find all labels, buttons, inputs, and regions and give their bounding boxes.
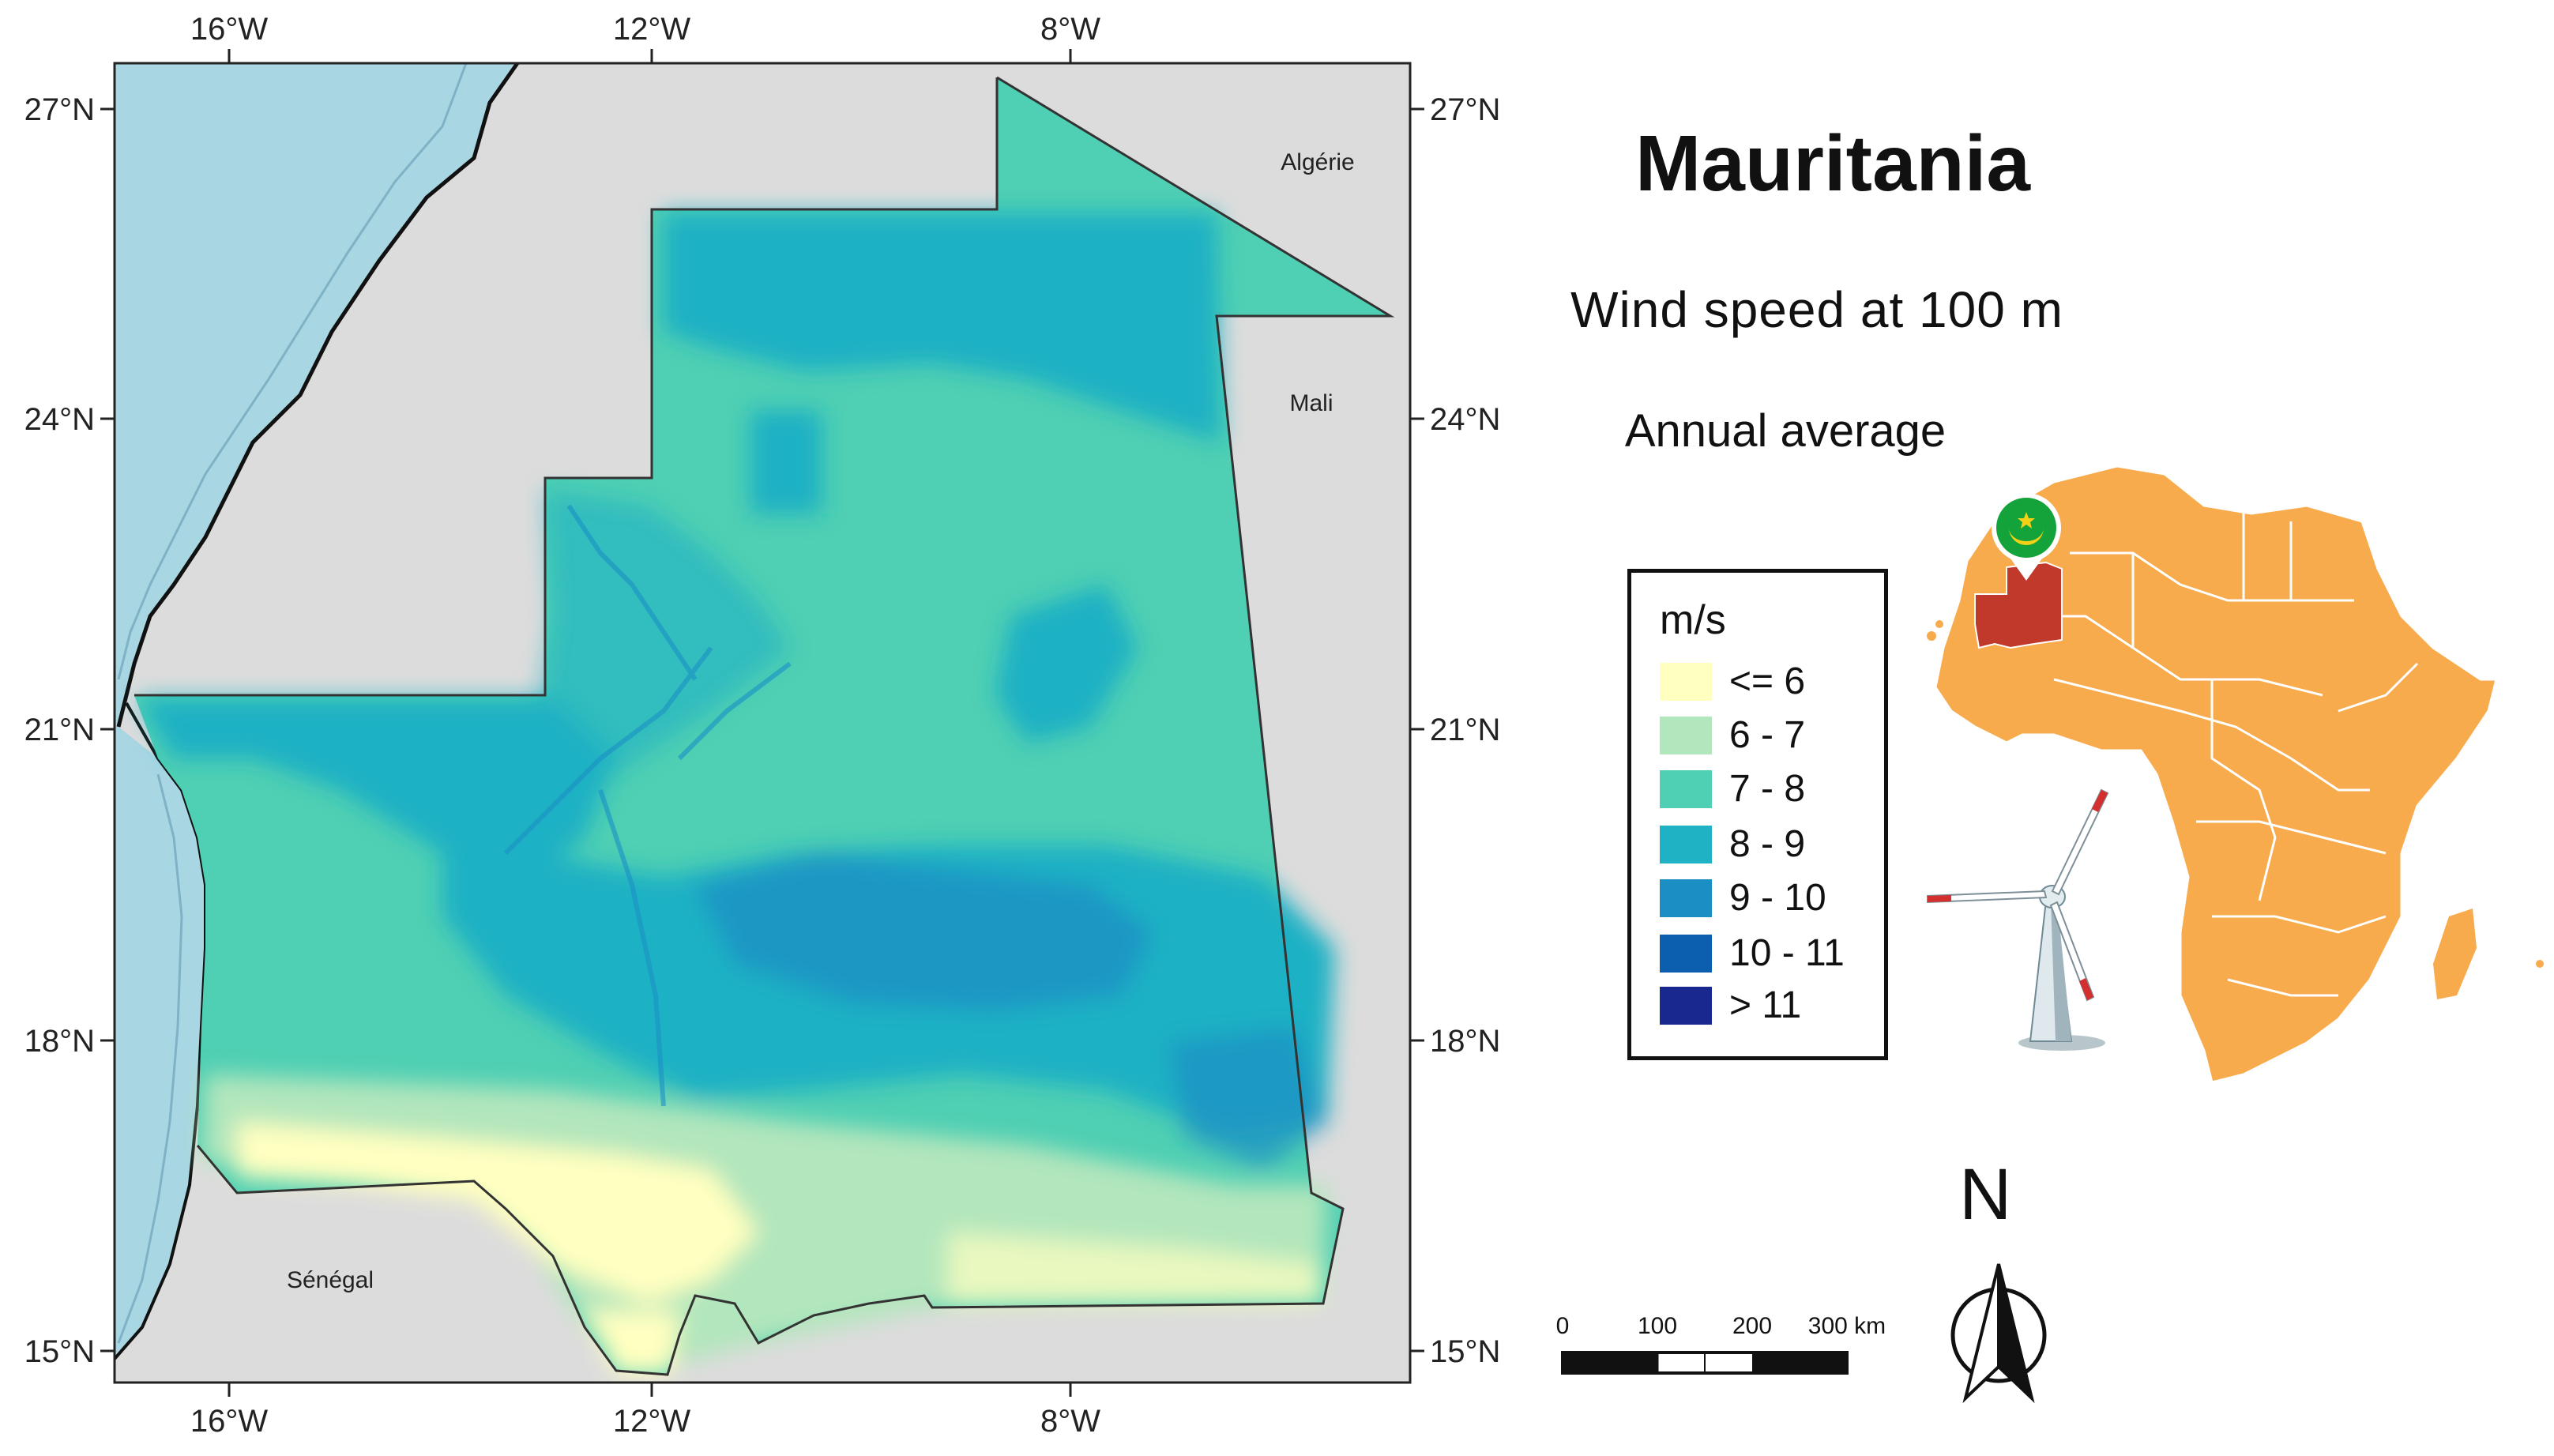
africa-continent — [1934, 465, 2498, 1084]
map-panel: 16°W 12°W 8°W 16°W 12°W 8°W 27°N 24°N 21… — [24, 12, 1501, 1439]
legend-swatch — [1660, 717, 1712, 754]
madagascar — [2433, 909, 2477, 999]
lon-label-top-16w: 16°W — [190, 12, 268, 47]
legend-label: 6 - 7 — [1729, 714, 1806, 756]
lat-label-left-18n: 18°N — [24, 1024, 95, 1059]
scale-label-100: 100 — [1638, 1313, 1677, 1339]
map-subtitle: Wind speed at 100 m — [1570, 281, 2063, 338]
lon-label-bottom-16w: 16°W — [190, 1404, 268, 1439]
graticule-ticks — [100, 49, 1424, 1397]
legend-label: 8 - 9 — [1729, 823, 1806, 865]
flag-pin-icon — [1992, 493, 2061, 581]
legend: m/s <= 6 6 - 7 7 - 8 8 - 9 9 - 10 10 - 1… — [1627, 569, 1888, 1060]
legend-swatch — [1660, 935, 1712, 973]
lat-label-right-21n: 21°N — [1430, 713, 1500, 747]
neighbor-label-senegal: Sénégal — [287, 1267, 374, 1293]
neighbor-label-algerie: Algérie — [1281, 149, 1354, 175]
lon-label-bottom-8w: 8°W — [1040, 1404, 1100, 1439]
legend-swatch — [1660, 826, 1712, 863]
scale-label-0: 0 — [1556, 1313, 1570, 1339]
legend-label: <= 6 — [1729, 660, 1806, 702]
map-frame — [113, 62, 1412, 1384]
coastline — [116, 63, 520, 728]
north-label: N — [1959, 1154, 2012, 1235]
lat-label-right-27n: 27°N — [1430, 92, 1500, 127]
scale-label-300km: 300 km — [1808, 1313, 1886, 1339]
wind-zones — [138, 213, 1335, 1375]
legend-swatch — [1660, 663, 1712, 701]
legend-swatch — [1660, 770, 1712, 808]
continental-shelf-line — [117, 63, 468, 680]
lon-label-bottom-12w: 12°W — [613, 1404, 690, 1439]
lat-label-right-18n: 18°N — [1430, 1024, 1500, 1059]
legend-item: 10 - 11 — [1660, 930, 1889, 977]
zone-8-9-plateau — [750, 411, 822, 514]
zone-9-10-center — [695, 853, 1153, 1011]
scale-bar: 0 100 200 300 km — [1556, 1313, 1886, 1375]
drainage-lines — [503, 504, 792, 1107]
legend-item: 9 - 10 — [1660, 875, 1889, 922]
lat-label-right-24n: 24°N — [1430, 402, 1500, 437]
wind-turbine-icon — [1927, 788, 2109, 1051]
zone-8-9-north — [664, 213, 1221, 442]
neighbor-label-mali: Mali — [1289, 390, 1333, 416]
zone-8-9-west — [138, 699, 616, 885]
zone-le6-south — [237, 1122, 758, 1304]
legend-unit: m/s — [1660, 597, 1726, 643]
mauritania-border — [134, 76, 1395, 1376]
lat-label-right-15n: 15°N — [1430, 1334, 1500, 1369]
island-1 — [1927, 631, 1936, 641]
lat-label-left-21n: 21°N — [24, 713, 95, 747]
scale-label-200: 200 — [1732, 1313, 1772, 1339]
lon-label-top-12w: 12°W — [613, 12, 690, 47]
zone-le6-southeast — [948, 1232, 1319, 1304]
lon-label-top-8w: 8°W — [1040, 12, 1100, 47]
legend-item: <= 6 — [1660, 658, 1889, 705]
island-3 — [2536, 960, 2544, 968]
mauritania-highlight — [1974, 561, 2063, 649]
africa-borders — [2022, 506, 2419, 997]
lat-label-left-24n: 24°N — [24, 402, 95, 437]
map-title: Mauritania — [1634, 119, 2031, 208]
legend-label: 10 - 11 — [1729, 932, 1845, 974]
map-subtitle-period: Annual average — [1624, 405, 1947, 457]
zone-8-9-east — [995, 585, 1138, 743]
legend-swatch — [1660, 879, 1712, 917]
north-arrow-icon — [1950, 1263, 2047, 1404]
zone-9-10-southeast — [1169, 1027, 1327, 1169]
legend-label: 9 - 10 — [1729, 877, 1826, 919]
legend-item: > 11 — [1660, 982, 1889, 1029]
legend-item: 6 - 7 — [1660, 712, 1889, 759]
legend-item: 7 - 8 — [1660, 766, 1889, 813]
continental-shelf-line-south — [117, 773, 183, 1344]
mauritania-wind-raster — [134, 76, 1395, 1376]
legend-swatch — [1660, 987, 1712, 1025]
lat-label-left-27n: 27°N — [24, 92, 95, 127]
ocean — [115, 63, 517, 1359]
legend-label: > 11 — [1729, 984, 1802, 1026]
lat-label-left-15n: 15°N — [24, 1334, 95, 1369]
zone-8-9-valley — [537, 490, 790, 790]
africa-inset — [1927, 465, 2544, 1084]
legend-item: 8 - 9 — [1660, 821, 1889, 868]
island-2 — [1935, 620, 1943, 628]
legend-label: 7 - 8 — [1729, 768, 1806, 810]
